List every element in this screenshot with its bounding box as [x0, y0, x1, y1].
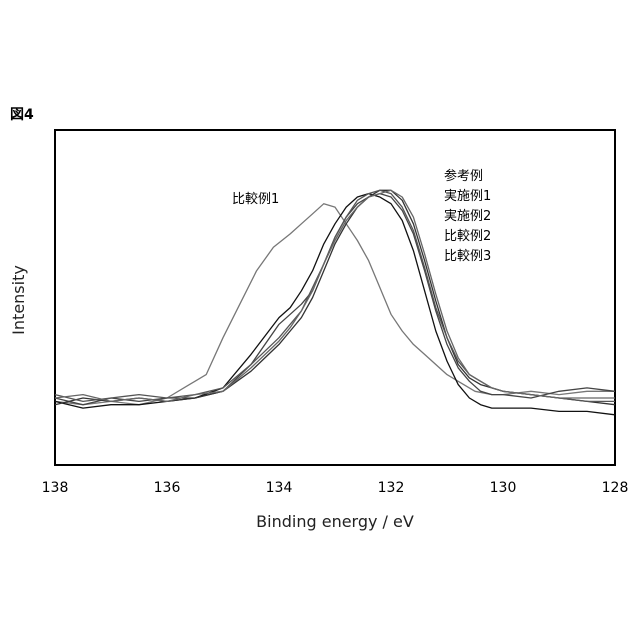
plot-frame [55, 130, 615, 465]
spectrum-chart: 138 136 134 132 130 128 Binding energy / eV I… [0, 0, 640, 640]
series-line [55, 190, 615, 401]
x-tick-label: 136 [154, 480, 181, 496]
x-axis-title: Binding energy / eV [256, 512, 414, 531]
x-tick-label: 134 [266, 480, 293, 496]
x-tick-label: 132 [378, 480, 405, 496]
legend-entry: 実施例1 [444, 188, 491, 204]
series-line [55, 194, 615, 405]
series-line [55, 190, 615, 401]
x-tick-label: 138 [42, 480, 69, 496]
series-layer [55, 190, 615, 414]
series-line [55, 190, 615, 404]
annotation-label: 比較例1 [232, 192, 279, 207]
legend-entry: 実施例2 [444, 208, 491, 224]
y-axis-title: Intensity [9, 265, 28, 335]
series-line [55, 194, 615, 415]
x-tick-label: 128 [602, 480, 629, 496]
legend: 参考例実施例1 実施例2 比較例2 比較例3 [444, 168, 491, 264]
x-axis-ticks: 138 136 134 132 130 128 [42, 480, 629, 496]
legend-entry: 比較例3 [444, 249, 491, 264]
series-line [55, 204, 615, 405]
x-tick-label: 130 [490, 480, 517, 496]
legend-entry: 参考例 [444, 168, 483, 184]
annotations: 比較例1 [232, 192, 279, 207]
legend-entry: 比較例2 [444, 229, 491, 244]
